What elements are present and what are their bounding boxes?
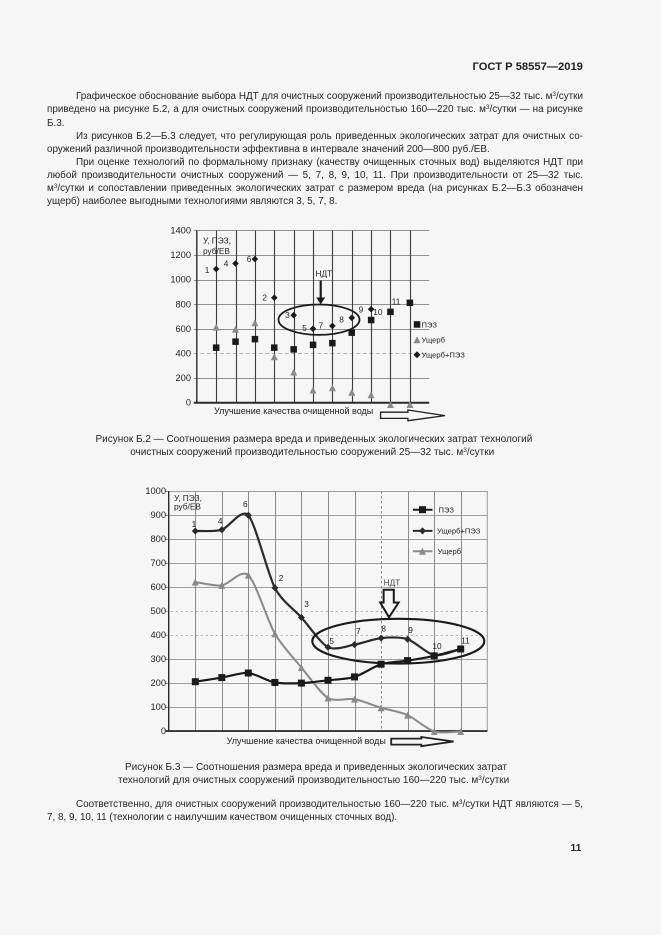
svg-text:2: 2 [262,292,267,302]
svg-text:У, ПЭЗ,: У, ПЭЗ, [203,236,231,246]
svg-text:8: 8 [381,623,386,633]
svg-text:НДТ: НДТ [316,269,333,279]
svg-text:1: 1 [205,265,210,275]
svg-text:10: 10 [432,641,442,651]
svg-text:9: 9 [408,625,413,635]
svg-text:4: 4 [218,516,223,526]
svg-text:200: 200 [175,373,191,383]
svg-text:200: 200 [150,678,166,688]
svg-text:600: 600 [150,582,166,592]
svg-text:5: 5 [302,323,307,333]
svg-text:11: 11 [392,296,401,306]
svg-text:400: 400 [175,348,191,358]
svg-text:6: 6 [243,499,248,509]
svg-text:800: 800 [175,299,191,309]
svg-text:2: 2 [279,573,284,583]
svg-text:3: 3 [285,310,290,320]
svg-text:700: 700 [150,558,166,568]
svg-text:5: 5 [329,636,334,646]
svg-text:100: 100 [150,702,166,712]
svg-text:500: 500 [150,606,166,616]
svg-text:руб/ЕВ: руб/ЕВ [203,246,230,256]
svg-text:1400: 1400 [170,226,191,236]
svg-text:0: 0 [186,398,191,408]
svg-text:Ущерб+ПЭЗ: Ущерб+ПЭЗ [422,351,466,360]
svg-text:300: 300 [150,654,166,664]
svg-text:900: 900 [150,510,166,520]
svg-text:7: 7 [318,320,323,330]
svg-text:1000: 1000 [145,486,166,496]
svg-text:ПЭЗ: ПЭЗ [422,320,438,329]
svg-text:8: 8 [339,315,344,325]
svg-text:800: 800 [150,534,166,544]
svg-text:1200: 1200 [170,250,191,260]
svg-text:6: 6 [247,254,252,264]
svg-text:У, ПЭЗ,: У, ПЭЗ, [174,493,202,503]
svg-text:0: 0 [161,726,166,736]
svg-text:ПЭЗ: ПЭЗ [439,506,455,515]
svg-text:руб/ЕВ: руб/ЕВ [174,502,201,512]
svg-text:10: 10 [373,307,383,317]
svg-text:Ущерб: Ущерб [438,547,462,556]
svg-text:НДТ: НДТ [384,578,401,588]
svg-text:Ущерб: Ущерб [422,336,446,345]
svg-text:1000: 1000 [170,275,191,285]
svg-text:600: 600 [175,324,191,334]
svg-text:11: 11 [461,636,470,646]
svg-text:3: 3 [304,599,309,609]
svg-text:400: 400 [150,630,166,640]
svg-text:9: 9 [359,304,364,314]
svg-text:4: 4 [224,259,229,269]
svg-text:Ущерб+ПЭЗ: Ущерб+ПЭЗ [437,527,481,536]
svg-text:1: 1 [192,519,197,529]
svg-text:7: 7 [356,626,361,636]
